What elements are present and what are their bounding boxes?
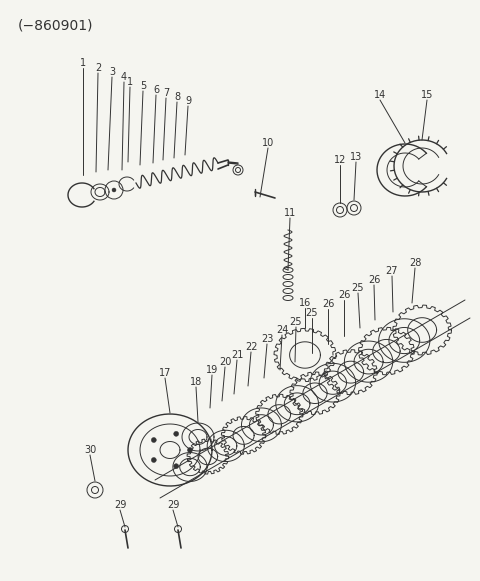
Circle shape (151, 457, 156, 462)
Text: 21: 21 (231, 350, 243, 360)
Text: 13: 13 (350, 152, 362, 162)
Text: 7: 7 (163, 88, 169, 98)
Text: 19: 19 (206, 365, 218, 375)
Text: 16: 16 (299, 298, 311, 308)
Text: 9: 9 (185, 96, 191, 106)
Text: 12: 12 (334, 155, 346, 165)
Text: 6: 6 (153, 85, 159, 95)
Text: 29: 29 (167, 500, 179, 510)
Circle shape (174, 464, 179, 469)
Text: 25: 25 (352, 283, 364, 293)
Text: 1: 1 (127, 77, 133, 87)
Circle shape (151, 437, 156, 443)
Text: (−860901): (−860901) (18, 18, 94, 32)
Text: 28: 28 (409, 258, 421, 268)
Text: 26: 26 (338, 290, 350, 300)
Text: 20: 20 (219, 357, 231, 367)
Text: 22: 22 (245, 342, 257, 352)
Circle shape (112, 188, 116, 192)
Text: 29: 29 (114, 500, 126, 510)
Circle shape (174, 431, 179, 436)
Text: 5: 5 (140, 81, 146, 91)
Text: 30: 30 (84, 445, 96, 455)
Text: 4: 4 (121, 72, 127, 82)
Circle shape (188, 447, 192, 453)
Text: 26: 26 (368, 275, 380, 285)
Text: 27: 27 (386, 266, 398, 276)
Text: 3: 3 (109, 67, 115, 77)
Text: 1: 1 (80, 58, 86, 68)
Text: 18: 18 (190, 377, 202, 387)
Text: 14: 14 (374, 90, 386, 100)
Text: 15: 15 (421, 90, 433, 100)
Text: 8: 8 (174, 92, 180, 102)
Text: 25: 25 (306, 308, 318, 318)
Text: 10: 10 (262, 138, 274, 148)
Text: 11: 11 (284, 208, 296, 218)
Text: 26: 26 (322, 299, 334, 309)
Text: 2: 2 (95, 63, 101, 73)
Text: 17: 17 (159, 368, 171, 378)
Text: 24: 24 (276, 325, 288, 335)
Text: 25: 25 (290, 317, 302, 327)
Text: 23: 23 (261, 334, 273, 344)
